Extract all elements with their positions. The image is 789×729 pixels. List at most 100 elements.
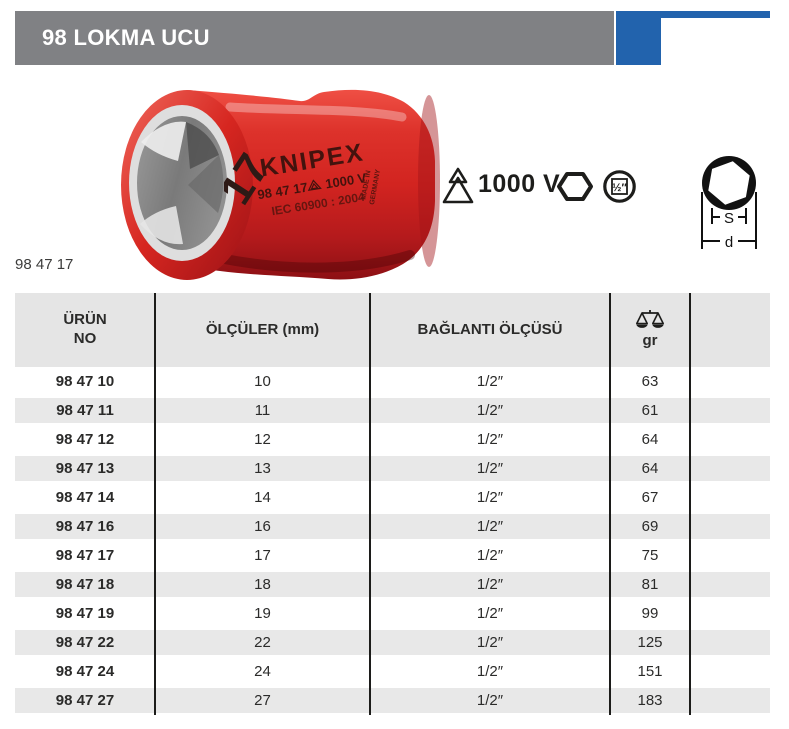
cell-size: 19	[254, 605, 271, 622]
cell-product-no: 98 47 16	[55, 518, 115, 535]
accent-blue-block	[616, 11, 661, 65]
cell-drive: 1/2″	[476, 489, 504, 506]
cell-product-no: 98 47 17	[55, 547, 115, 564]
table-column-divider	[609, 293, 611, 715]
drive-size-badge-label: ½″	[612, 182, 627, 194]
cell-empty	[690, 427, 770, 452]
cell-weight: 81	[641, 576, 659, 593]
marking-triangle-icon	[307, 179, 322, 192]
cell-size: 18	[254, 576, 271, 593]
bore-facet-bottom-left	[140, 206, 183, 245]
cell-weight: 151	[637, 663, 663, 680]
cell-drive: 1/2″	[476, 518, 504, 535]
bore-facet-right	[188, 155, 224, 213]
cell-weight: 75	[641, 547, 659, 564]
accent-blue-strip	[616, 11, 770, 18]
cell-size: 24	[254, 663, 271, 680]
cell-product-no: 98 47 12	[55, 431, 115, 448]
bore-facet-dark	[186, 122, 219, 169]
table-row: 98 47 22 22 1/2″ 125	[15, 628, 770, 657]
table-row: 98 47 24 24 1/2″ 151	[15, 657, 770, 686]
product-photo-socket: 17 KNIPEX 98 47 17 1000 V IEC 60900 : 20…	[121, 89, 440, 280]
cell-size: 12	[254, 431, 271, 448]
cell-drive: 1/2″	[476, 373, 504, 390]
col-header-empty	[690, 293, 770, 367]
double-triangle-icon	[442, 167, 474, 204]
cell-product-no: 98 47 13	[55, 460, 115, 477]
cell-drive: 1/2″	[476, 460, 504, 477]
cell-drive: 1/2″	[476, 431, 504, 448]
cell-empty	[690, 369, 770, 394]
half-inch-circle-icon: ½″	[603, 170, 636, 203]
diagram-s-label: S	[724, 210, 734, 227]
cell-empty	[690, 398, 770, 423]
marking-voltage: 1000 V	[324, 170, 367, 191]
cell-weight: 99	[641, 605, 659, 622]
cell-drive: 1/2″	[476, 663, 504, 680]
socket-end-shade	[418, 95, 440, 267]
cell-size: 10	[254, 373, 271, 390]
cell-drive: 1/2″	[476, 634, 504, 651]
table-column-divider	[154, 293, 156, 715]
col-header-urun-no: ÜRÜN NO	[63, 311, 107, 347]
page-title-bar: 98 LOKMA UCU	[15, 11, 614, 65]
cell-weight: 183	[637, 692, 663, 709]
table-row: 98 47 17 17 1/2″ 75	[15, 541, 770, 570]
cell-drive: 1/2″	[476, 692, 504, 709]
cell-empty	[690, 688, 770, 713]
table-row: 98 47 11 11 1/2″ 61	[15, 396, 770, 425]
cell-empty	[690, 572, 770, 597]
table-row: 98 47 10 10 1/2″ 63	[15, 367, 770, 396]
col-header-olculer: ÖLÇÜLER (mm)	[205, 320, 320, 338]
cell-size: 13	[254, 460, 271, 477]
table-row: 98 47 12 12 1/2″ 64	[15, 425, 770, 454]
cell-drive: 1/2″	[476, 576, 504, 593]
cell-drive: 1/2″	[476, 605, 504, 622]
cell-size: 16	[254, 518, 271, 535]
hexagon-icon	[557, 172, 593, 201]
cell-empty	[690, 456, 770, 481]
cell-size: 27	[254, 692, 271, 709]
cell-product-no: 98 47 27	[55, 692, 115, 709]
cell-empty	[690, 543, 770, 568]
socket-shadow	[210, 250, 415, 273]
cell-weight: 69	[641, 518, 659, 535]
cell-size: 17	[254, 547, 271, 564]
cell-product-no: 98 47 14	[55, 489, 115, 506]
table-header-row: ÜRÜN NO ÖLÇÜLER (mm) BAĞLANTI ÖLÇÜSÜ gr	[15, 293, 770, 367]
col-header-baglanti: BAĞLANTI ÖLÇÜSÜ	[417, 320, 563, 338]
cell-drive: 1/2″	[476, 547, 504, 564]
bore-facet-top-left	[141, 121, 186, 161]
diagram-d-label: d	[725, 234, 733, 251]
cell-empty	[690, 659, 770, 684]
cell-empty	[690, 485, 770, 510]
cell-size: 11	[254, 402, 271, 419]
table-column-divider	[689, 293, 691, 715]
cell-weight: 64	[641, 431, 659, 448]
cell-product-no: 98 47 24	[55, 663, 115, 680]
cell-product-no: 98 47 22	[55, 634, 115, 651]
cell-drive: 1/2″	[476, 402, 504, 419]
product-table: ÜRÜN NO ÖLÇÜLER (mm) BAĞLANTI ÖLÇÜSÜ gr …	[15, 293, 770, 715]
table-row: 98 47 27 27 1/2″ 183	[15, 686, 770, 715]
hex-dimension-diagram: S d	[701, 156, 757, 251]
col-header-weight-unit: gr	[642, 332, 658, 350]
cell-size: 14	[254, 489, 271, 506]
table-row: 98 47 13 13 1/2″ 64	[15, 454, 770, 483]
voltage-rating-label: 1000 V	[478, 170, 561, 198]
cell-weight: 67	[641, 489, 659, 506]
col-header-weight: gr	[610, 293, 690, 367]
table-row: 98 47 16 16 1/2″ 69	[15, 512, 770, 541]
cell-product-no: 98 47 10	[55, 373, 115, 390]
cell-weight: 63	[641, 373, 659, 390]
table-row: 98 47 18 18 1/2″ 81	[15, 570, 770, 599]
table-row: 98 47 19 19 1/2″ 99	[15, 599, 770, 628]
cell-weight: 125	[637, 634, 663, 651]
cell-weight: 64	[641, 460, 659, 477]
socket-highlight	[225, 102, 407, 122]
cell-empty	[690, 601, 770, 626]
cell-size: 22	[254, 634, 271, 651]
product-code-caption: 98 47 17	[15, 256, 74, 273]
table-column-divider	[369, 293, 371, 715]
cell-empty	[690, 514, 770, 539]
